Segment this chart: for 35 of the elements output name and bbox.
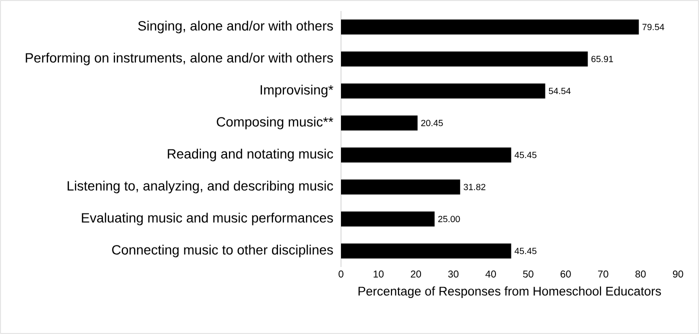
data-label: 54.54 xyxy=(548,88,571,94)
y-tick-label: Listening to, analyzing, and describing music xyxy=(68,180,334,194)
data-label: 25.00 xyxy=(438,216,460,222)
bar xyxy=(341,148,512,163)
bar xyxy=(341,20,639,35)
y-tick-label: Reading and notating music xyxy=(168,148,334,162)
x-tick-label: 0 xyxy=(338,270,344,278)
x-tick-label: 50 xyxy=(523,270,534,278)
bar xyxy=(341,84,546,99)
data-label: 45.45 xyxy=(514,248,536,254)
data-label: 79.54 xyxy=(642,24,664,30)
y-tick-label: Connecting music to other disciplines xyxy=(112,244,333,258)
y-tick-label: Evaluating music and music performances xyxy=(82,212,333,226)
data-label: 45.45 xyxy=(514,152,536,158)
data-label: 31.82 xyxy=(464,184,486,190)
bar xyxy=(341,116,418,131)
y-tick-label: Improvising* xyxy=(260,84,334,98)
x-axis-title: Percentage of Responses from Homeschool Educators xyxy=(358,286,661,298)
y-tick-label: Performing on instruments, alone and/or with others xyxy=(26,52,333,66)
x-tick-label: 60 xyxy=(560,270,571,278)
y-tick-label: Composing music** xyxy=(216,116,334,130)
bar xyxy=(341,180,460,195)
data-label: 20.45 xyxy=(421,120,443,126)
x-tick-label: 20 xyxy=(410,270,422,278)
x-tick-label: 10 xyxy=(374,270,384,278)
data-label: 65.91 xyxy=(591,56,613,62)
x-tick-label: 90 xyxy=(672,270,684,278)
x-tick-label: 40 xyxy=(485,270,496,278)
bar xyxy=(341,212,435,227)
bar xyxy=(341,244,512,259)
bar xyxy=(341,52,588,67)
x-tick-label: 30 xyxy=(448,270,458,278)
x-tick-label: 70 xyxy=(598,270,608,278)
x-tick-label: 80 xyxy=(635,270,646,278)
y-tick-label: Singing, alone and/or with others xyxy=(138,20,333,34)
